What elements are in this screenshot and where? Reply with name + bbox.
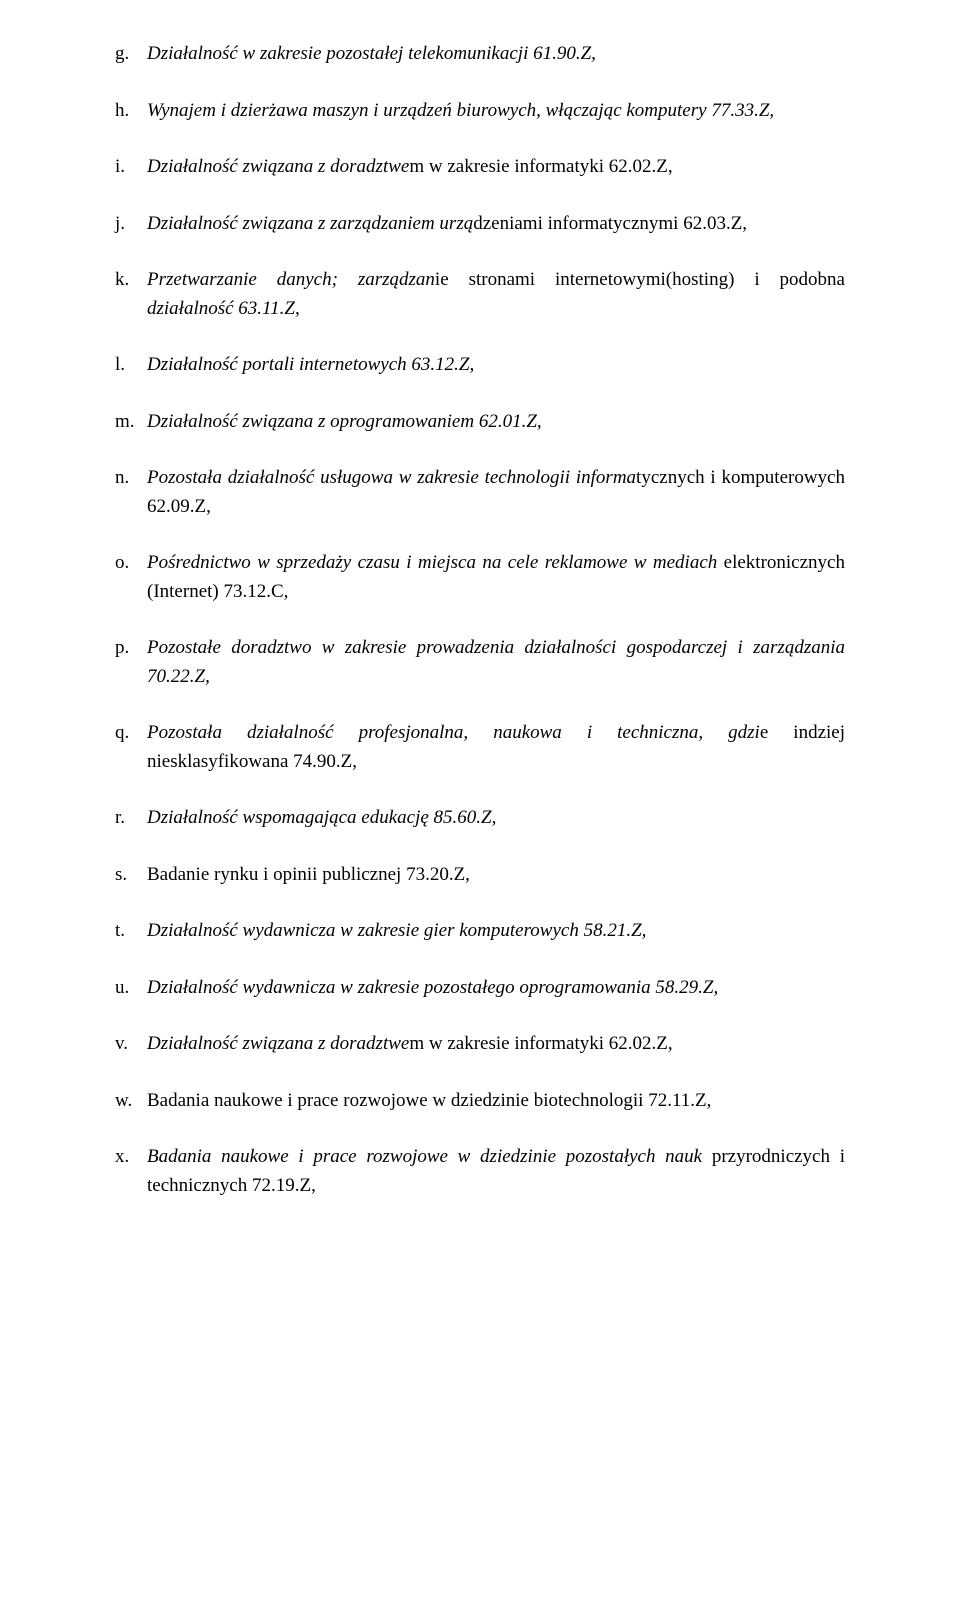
list-item-content: Działalność związana z oprogramowaniem 6… [147, 408, 845, 437]
list-marker: o. [115, 549, 147, 606]
list-item: o.Pośrednictwo w sprzedaży czasu i miejs… [115, 549, 845, 606]
list-marker: j. [115, 210, 147, 239]
list-item-content: Działalność wspomagająca edukację 85.60.… [147, 804, 845, 833]
list-item: h.Wynajem i dzierżawa maszyn i urządzeń … [115, 97, 845, 126]
list-item: v.Działalność związana z doradztwem w za… [115, 1030, 845, 1059]
text-run: Pośrednictwo w sprzedaży czasu i miejsca… [147, 552, 724, 573]
list-marker: w. [115, 1087, 147, 1116]
list-item-content: Badanie rynku i opinii publicznej 73.20.… [147, 861, 845, 890]
text-run: Działalność wydawnicza w zakresie gier k… [147, 920, 646, 941]
list-item-content: Działalność portali internetowych 63.12.… [147, 351, 845, 380]
list-item-content: Pozostałe doradztwo w zakresie prowadzen… [147, 634, 845, 691]
list-marker: k. [115, 266, 147, 323]
list-item-content: Działalność w zakresie pozostałej teleko… [147, 40, 845, 69]
list-item: m.Działalność związana z oprogramowaniem… [115, 408, 845, 437]
list-item-content: Badania naukowe i prace rozwojowe w dzie… [147, 1087, 845, 1116]
text-run: Działalność związana z doradztwe [147, 156, 409, 177]
list-item: s.Badanie rynku i opinii publicznej 73.2… [115, 861, 845, 890]
list-item-content: Działalność wydawnicza w zakresie pozost… [147, 974, 845, 1003]
ordered-list: g.Działalność w zakresie pozostałej tele… [115, 40, 845, 1200]
text-run: m w zakresie informatyki 62.02.Z, [409, 1033, 672, 1054]
list-marker: x. [115, 1143, 147, 1200]
list-marker: t. [115, 917, 147, 946]
list-marker: g. [115, 40, 147, 69]
list-marker: m. [115, 408, 147, 437]
list-marker: p. [115, 634, 147, 691]
text-run: działalność 63.11.Z, [147, 298, 300, 319]
list-item: j.Działalność związana z zarządzaniem ur… [115, 210, 845, 239]
list-item: i.Działalność związana z doradztwem w za… [115, 153, 845, 182]
text-run: ie stronami internetowymi(hosting) i pod… [435, 269, 845, 290]
list-marker: v. [115, 1030, 147, 1059]
list-item: x.Badania naukowe i prace rozwojowe w dz… [115, 1143, 845, 1200]
text-run: Działalność portali internetowych 63.12.… [147, 354, 474, 375]
list-marker: n. [115, 464, 147, 521]
list-item-content: Badania naukowe i prace rozwojowe w dzie… [147, 1143, 845, 1200]
text-run: Działalność związana z zarządzaniem urzą [147, 213, 473, 234]
text-run: Przetwarzanie danych; zarządzan [147, 269, 435, 290]
text-run: Pozostała działalność profesjonalna, nau… [147, 722, 760, 743]
text-run: Pozostała działalność usługowa w zakresi… [147, 467, 636, 488]
list-marker: l. [115, 351, 147, 380]
text-run: Działalność związana z oprogramowaniem 6… [147, 411, 542, 432]
list-item: n.Pozostała działalność usługowa w zakre… [115, 464, 845, 521]
list-marker: h. [115, 97, 147, 126]
list-item-content: Działalność związana z doradztwem w zakr… [147, 1030, 845, 1059]
list-marker: s. [115, 861, 147, 890]
list-item: q.Pozostała działalność profesjonalna, n… [115, 719, 845, 776]
list-marker: u. [115, 974, 147, 1003]
list-item: k.Przetwarzanie danych; zarządzanie stro… [115, 266, 845, 323]
text-run: Badania naukowe i prace rozwojowe w dzie… [147, 1146, 712, 1167]
list-item: r.Działalność wspomagająca edukację 85.6… [115, 804, 845, 833]
text-run: Działalność związana z doradztwe [147, 1033, 409, 1054]
list-item-content: Przetwarzanie danych; zarządzanie strona… [147, 266, 845, 323]
text-run: dzeniami informatycznymi 62.03.Z, [473, 213, 747, 234]
list-item-content: Wynajem i dzierżawa maszyn i urządzeń bi… [147, 97, 845, 126]
text-run: Badania naukowe i prace rozwojowe w dzie… [147, 1090, 711, 1111]
list-item: g.Działalność w zakresie pozostałej tele… [115, 40, 845, 69]
list-item-content: Działalność związana z zarządzaniem urzą… [147, 210, 845, 239]
list-marker: r. [115, 804, 147, 833]
list-item-content: Pośrednictwo w sprzedaży czasu i miejsca… [147, 549, 845, 606]
list-item-content: Działalność związana z doradztwem w zakr… [147, 153, 845, 182]
list-marker: q. [115, 719, 147, 776]
list-item: w.Badania naukowe i prace rozwojowe w dz… [115, 1087, 845, 1116]
text-run: Badanie rynku i opinii publicznej 73.20.… [147, 864, 470, 885]
list-item: t.Działalność wydawnicza w zakresie gier… [115, 917, 845, 946]
document-page: g.Działalność w zakresie pozostałej tele… [0, 0, 960, 1618]
list-item: p.Pozostałe doradztwo w zakresie prowadz… [115, 634, 845, 691]
list-marker: i. [115, 153, 147, 182]
text-run: Działalność wydawnicza w zakresie pozost… [147, 977, 718, 998]
text-run: Pozostałe doradztwo w zakresie prowadzen… [147, 637, 845, 687]
list-item-content: Działalność wydawnicza w zakresie gier k… [147, 917, 845, 946]
text-run: m w zakresie informatyki 62.02.Z, [409, 156, 672, 177]
list-item: u.Działalność wydawnicza w zakresie pozo… [115, 974, 845, 1003]
text-run: Wynajem i dzierżawa maszyn i urządzeń bi… [147, 100, 774, 121]
list-item-content: Pozostała działalność usługowa w zakresi… [147, 464, 845, 521]
text-run: Działalność wspomagająca edukację 85.60.… [147, 807, 496, 828]
list-item: l.Działalność portali internetowych 63.1… [115, 351, 845, 380]
text-run: Działalność w zakresie pozostałej teleko… [147, 43, 596, 64]
list-item-content: Pozostała działalność profesjonalna, nau… [147, 719, 845, 776]
